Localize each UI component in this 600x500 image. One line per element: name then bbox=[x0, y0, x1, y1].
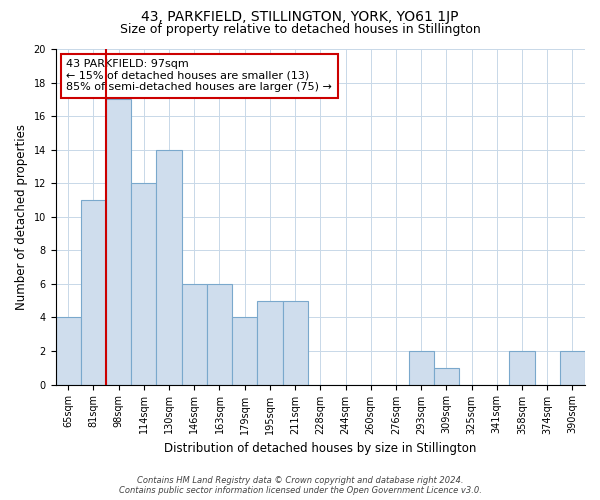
X-axis label: Distribution of detached houses by size in Stillington: Distribution of detached houses by size … bbox=[164, 442, 476, 455]
Bar bbox=[56, 318, 81, 384]
Bar bbox=[131, 183, 157, 384]
Bar bbox=[560, 351, 585, 384]
Bar bbox=[182, 284, 207, 384]
Bar bbox=[81, 200, 106, 384]
Text: 43, PARKFIELD, STILLINGTON, YORK, YO61 1JP: 43, PARKFIELD, STILLINGTON, YORK, YO61 1… bbox=[141, 10, 459, 24]
Text: Contains HM Land Registry data © Crown copyright and database right 2024.
Contai: Contains HM Land Registry data © Crown c… bbox=[119, 476, 481, 495]
Text: 43 PARKFIELD: 97sqm
← 15% of detached houses are smaller (13)
85% of semi-detach: 43 PARKFIELD: 97sqm ← 15% of detached ho… bbox=[66, 59, 332, 92]
Bar bbox=[434, 368, 459, 384]
Bar bbox=[207, 284, 232, 384]
Bar bbox=[283, 300, 308, 384]
Bar bbox=[232, 318, 257, 384]
Bar bbox=[409, 351, 434, 384]
Bar bbox=[509, 351, 535, 384]
Text: Size of property relative to detached houses in Stillington: Size of property relative to detached ho… bbox=[119, 22, 481, 36]
Bar bbox=[257, 300, 283, 384]
Bar bbox=[157, 150, 182, 384]
Bar bbox=[106, 100, 131, 385]
Y-axis label: Number of detached properties: Number of detached properties bbox=[15, 124, 28, 310]
